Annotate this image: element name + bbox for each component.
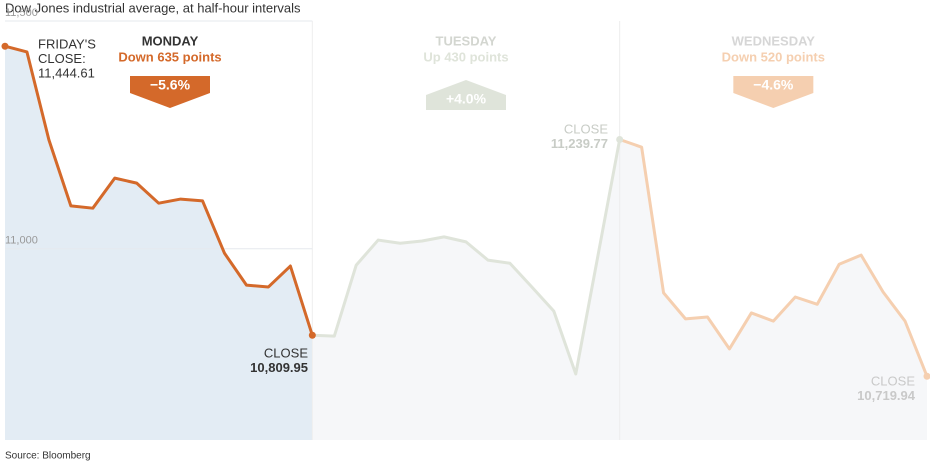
line	[4, 44, 314, 336]
day-name: WEDNESDAY	[732, 33, 816, 48]
day-change: Up 430 points	[423, 49, 508, 64]
line	[312, 139, 622, 376]
day-pct: −4.6%	[753, 77, 794, 93]
day-change: Down 520 points	[722, 49, 825, 64]
point	[923, 372, 930, 380]
annotation: CLOSE	[564, 121, 608, 136]
change-arrow	[130, 76, 210, 108]
annotation: FRIDAY'S	[38, 36, 96, 51]
day-name: TUESDAY	[436, 33, 497, 48]
annotation: 10,809.95	[250, 360, 308, 375]
annotation: 11,239.77	[551, 136, 608, 151]
day-name: MONDAY	[142, 33, 199, 48]
annotation: CLOSE:	[38, 51, 86, 66]
source: Source: Bloomberg	[5, 451, 91, 462]
chart-title: Dow Jones industrial average, at half-ho…	[5, 0, 301, 15]
day-pct: −5.6%	[150, 77, 191, 93]
annotation: CLOSE	[871, 373, 915, 388]
point	[308, 331, 316, 339]
point	[616, 136, 624, 144]
y-tick-label: 11,000	[5, 235, 38, 247]
change-arrow	[733, 76, 814, 108]
line	[619, 138, 929, 377]
annotation: 11,444.61	[38, 65, 95, 80]
y-tick-label: 11,500	[5, 7, 38, 19]
area-fill	[5, 46, 313, 440]
annotation: 10,719.94	[857, 388, 916, 403]
annotation: CLOSE	[264, 345, 308, 360]
day-pct: +4.0%	[446, 91, 487, 107]
change-arrow	[426, 80, 506, 110]
day-change: Down 635 points	[118, 49, 221, 64]
point	[1, 42, 9, 50]
